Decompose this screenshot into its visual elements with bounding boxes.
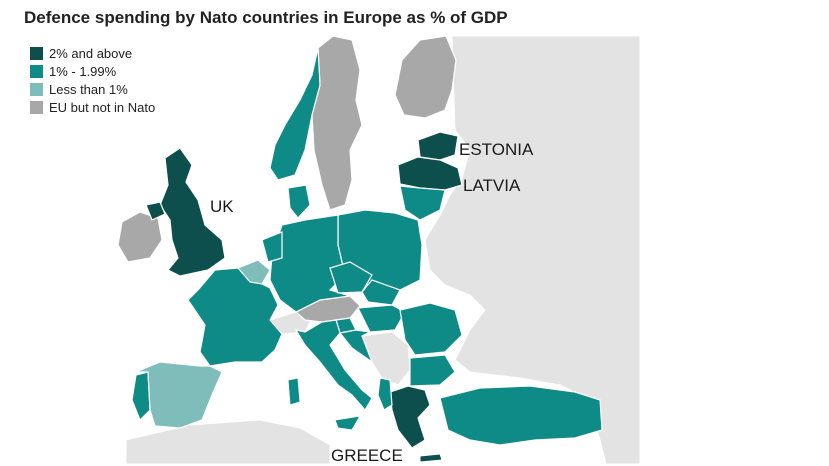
legend-swatch [30, 64, 43, 78]
legend-label: 2% and above [49, 45, 133, 61]
lithuania [399, 185, 446, 221]
netherlands [261, 231, 283, 263]
greece [389, 385, 431, 449]
legend-item: Less than 1% [30, 80, 155, 98]
turkey [439, 385, 603, 446]
northern-ireland [145, 201, 166, 221]
land-russia-belarus-ukraine [424, 35, 641, 464]
legend-label: 1% - 1.99% [49, 63, 117, 79]
label-uk: UK [210, 197, 234, 216]
sweden [311, 35, 363, 211]
denmark [287, 184, 311, 219]
france [187, 267, 283, 367]
bulgaria [409, 354, 456, 387]
latvia [397, 156, 463, 191]
legend-swatch [30, 82, 43, 96]
germany [269, 214, 351, 313]
label-latvia: LATVIA [463, 176, 521, 195]
legend-label: EU but not in Nato [49, 99, 156, 115]
ireland [117, 211, 163, 263]
spain [135, 361, 223, 429]
sardinia [287, 377, 301, 406]
legend: 2% and above 1% - 1.99% Less than 1% EU … [30, 44, 155, 116]
norway [269, 47, 321, 181]
finland [394, 35, 457, 119]
united-kingdom [159, 147, 226, 277]
croatia [338, 329, 374, 364]
label-estonia: ESTONIA [459, 140, 534, 159]
legend-item: 2% and above [30, 44, 155, 62]
legend-item: EU but not in Nato [30, 98, 155, 116]
albania [377, 377, 393, 411]
land-north-africa [125, 419, 331, 464]
slovakia [361, 279, 401, 306]
romania [399, 302, 463, 356]
land-balkans [361, 331, 411, 386]
italy [294, 319, 373, 412]
legend-swatch [30, 46, 43, 60]
label-greece: GREECE [331, 446, 403, 465]
legend-label: Less than 1% [49, 81, 128, 97]
belgium [236, 259, 271, 285]
sicily [334, 415, 361, 431]
czech-republic [329, 261, 373, 294]
legend-swatch [30, 100, 43, 114]
chart-title: Defence spending by Nato countries in Eu… [24, 8, 508, 27]
legend-item: 1% - 1.99% [30, 62, 155, 80]
hungary [357, 304, 406, 333]
crete [419, 453, 443, 463]
